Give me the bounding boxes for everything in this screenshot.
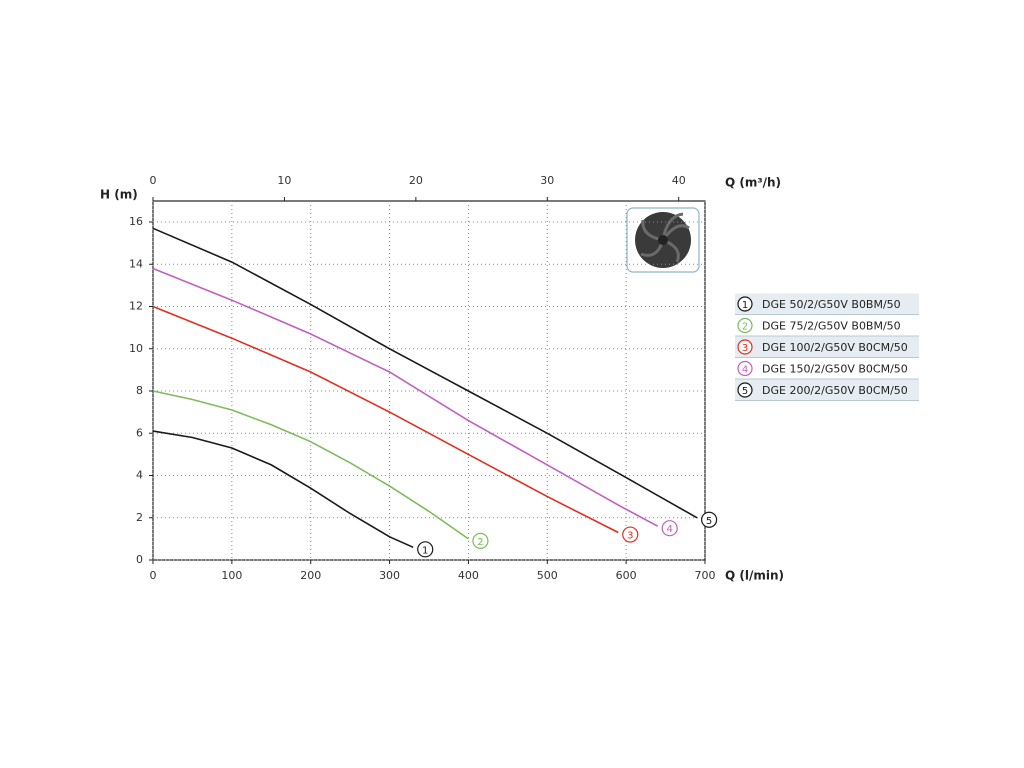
y-tick-label: 0: [136, 553, 143, 566]
x2-tick-label: 30: [540, 174, 554, 187]
x-tick-label: 500: [537, 569, 558, 582]
y-axis-label: H (m): [100, 188, 138, 202]
curve: [152, 430, 414, 549]
curve-label-ring: [417, 541, 434, 558]
x-tick-label: 400: [458, 569, 479, 582]
x2-tick-label: 40: [672, 174, 686, 187]
curve: [152, 227, 698, 519]
legend-ring: [737, 317, 753, 334]
y-tick-label: 16: [129, 215, 143, 228]
legend-entry: DGE 200/2/G50V B0CM/50: [762, 384, 908, 397]
legend-ring: [737, 296, 753, 312]
legend-number: 2: [742, 322, 748, 333]
legend-ring: [737, 339, 753, 355]
curve-label-ring: [472, 532, 489, 549]
x-axis-label: Q (l/min): [725, 569, 784, 583]
legend-row-bg: [735, 293, 919, 315]
curve-label-ring: [701, 511, 718, 528]
curve-label: 2: [477, 537, 483, 548]
legend-row-bg: [735, 336, 919, 358]
curve-label-ring: [622, 526, 639, 543]
legend-number: 5: [742, 386, 748, 397]
legend-ring: [737, 382, 753, 398]
x-tick-label: 0: [150, 569, 157, 582]
legend-entry: DGE 75/2/G50V B0BM/50: [762, 320, 901, 333]
legend-entry: DGE 150/2/G50V B0CM/50: [762, 363, 908, 376]
x2-tick-label: 0: [150, 174, 157, 187]
y-tick-label: 6: [136, 426, 143, 439]
plot-frame: [152, 200, 706, 561]
curve: [152, 267, 659, 527]
curve-label: 4: [666, 524, 672, 535]
x-tick-label: 100: [221, 569, 242, 582]
legend: 1 DGE 50/2/G50V B0BM/50 2 DGE 75/2/G50V B0B…: [735, 293, 919, 401]
legend-row-bg: [735, 379, 919, 401]
x-tick-label: 600: [616, 569, 637, 582]
curve: [152, 305, 619, 534]
y-tick-label: 10: [129, 342, 143, 355]
x-tick-label: 200: [300, 569, 321, 582]
y-tick-label: 8: [136, 384, 143, 397]
y-tick-label: 2: [136, 511, 143, 524]
curve-label: 5: [706, 516, 712, 527]
x2-axis-label: Q (m³/h): [725, 176, 781, 190]
legend-number: 3: [742, 343, 748, 354]
legend-entry: DGE 50/2/G50V B0BM/50: [762, 298, 901, 311]
curve-label: 3: [627, 531, 633, 542]
x-tick-label: 700: [695, 569, 716, 582]
impeller-image: [626, 207, 700, 273]
curve-label: 1: [422, 545, 428, 556]
legend-entry: DGE 100/2/G50V B0CM/50: [762, 341, 908, 354]
legend-number: 4: [742, 365, 748, 376]
curve-label-ring: [661, 520, 678, 537]
x2-tick-label: 20: [409, 174, 423, 187]
y-tick-label: 12: [129, 300, 143, 313]
y-tick-label: 4: [136, 469, 143, 482]
legend-ring: [737, 360, 753, 377]
curve: [152, 390, 469, 540]
y-tick-label: 14: [129, 257, 143, 270]
x-tick-label: 300: [379, 569, 400, 582]
legend-number: 1: [742, 300, 748, 311]
x2-tick-label: 10: [277, 174, 291, 187]
